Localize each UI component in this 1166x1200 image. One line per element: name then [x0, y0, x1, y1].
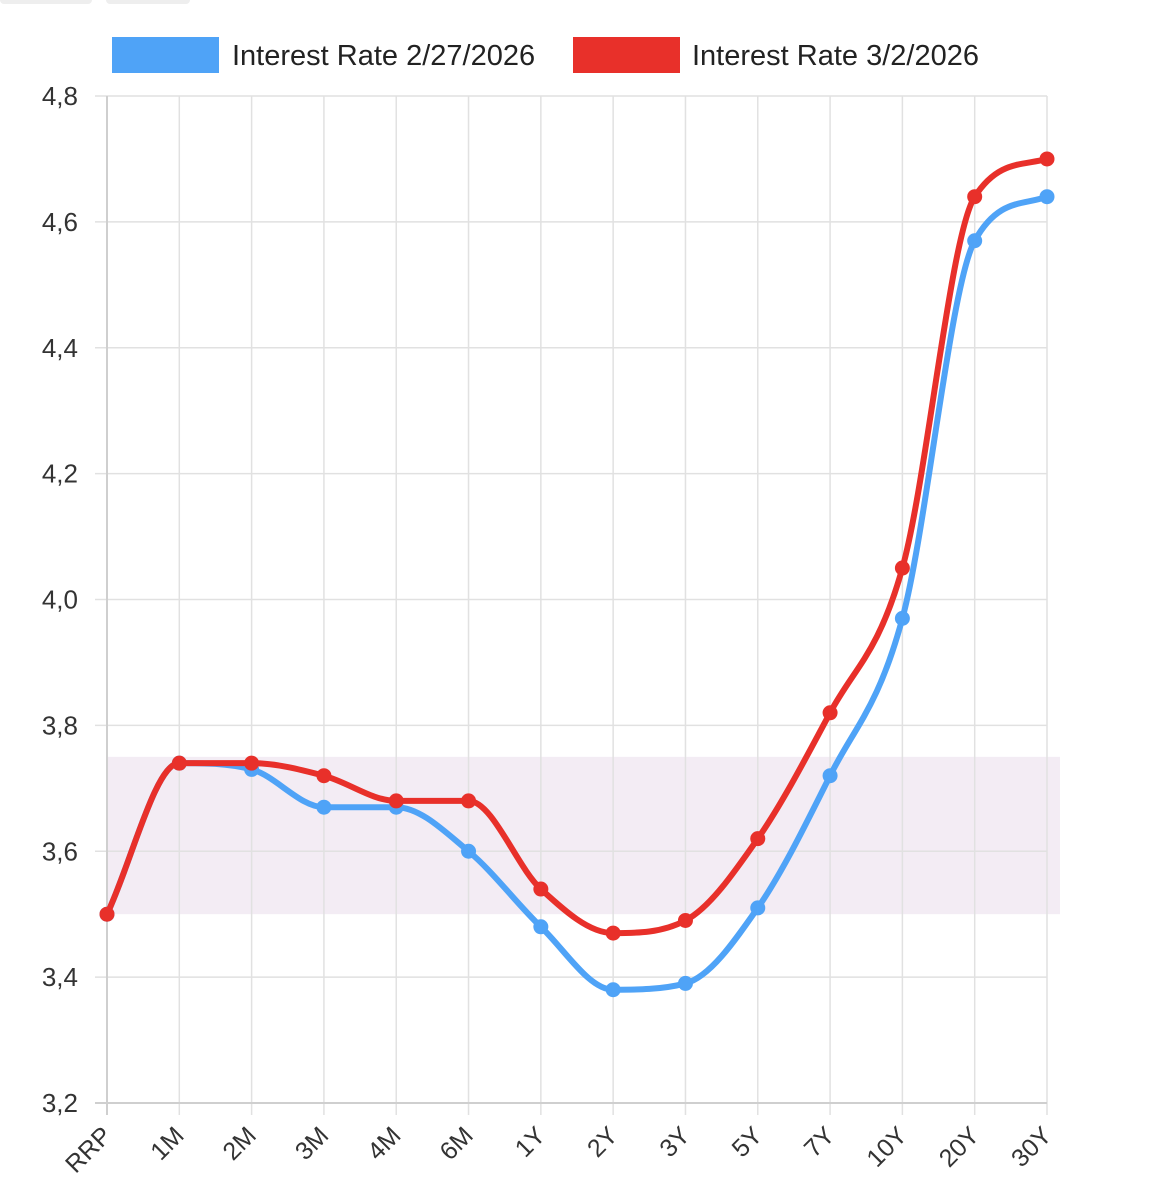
series-2-point-10y — [894, 560, 910, 576]
y-tick-label-2: 3,6 — [42, 836, 78, 866]
series-layer — [99, 151, 1055, 998]
highlight-band — [107, 756, 1060, 915]
legend-item-series-1[interactable]: Interest Rate 2/27/2026 — [112, 37, 535, 73]
x-tick-label-1m: 1M — [145, 1121, 189, 1165]
series-2-point-30y — [1039, 151, 1055, 167]
y-tick-label-5: 4,2 — [42, 459, 78, 489]
series-1-point-10y — [894, 610, 910, 626]
series-2-point-5y — [750, 831, 766, 847]
series-1-point-3m — [316, 799, 332, 815]
series-2-point-6m — [461, 793, 477, 809]
top-tab-right[interactable] — [106, 0, 190, 4]
series-2-point-rrp — [99, 906, 115, 922]
series-1-point-2y — [605, 982, 621, 998]
x-tick-label-1y: 1Y — [510, 1121, 552, 1163]
axis-layer: 3,2 3,4 3,6 3,8 4,0 4,2 4,4 4,6 4,8 RRP 1M 2M 3M 4M 6M… — [42, 81, 1058, 1179]
series-2-point-20y — [967, 189, 983, 205]
series-2-point-3y — [677, 912, 693, 928]
series-2-point-2m — [244, 755, 260, 771]
x-tick-label-6m: 6M — [434, 1121, 478, 1165]
x-tick-label-4m: 4M — [362, 1121, 406, 1165]
series-2-point-7y — [822, 705, 838, 721]
x-tick-label-5y: 5Y — [727, 1121, 769, 1163]
top-tab-left[interactable] — [0, 0, 92, 4]
x-tick-label-10y: 10Y — [861, 1121, 912, 1172]
x-tick-label-20y: 20Y — [934, 1121, 985, 1172]
series-2-point-2y — [605, 925, 621, 941]
x-tick-label-7y: 7Y — [799, 1121, 841, 1163]
x-tick-label-rrp: RRP — [60, 1121, 117, 1178]
y-tick-label-8: 4,8 — [42, 81, 78, 111]
series-1-point-7y — [822, 768, 838, 784]
x-tick-label-30y: 30Y — [1006, 1121, 1057, 1172]
x-tick-label-2m: 2M — [217, 1121, 261, 1165]
series-2-point-4m — [388, 793, 404, 809]
series-2-point-1y — [533, 881, 549, 897]
legend-label-series-2: Interest Rate 3/2/2026 — [692, 40, 979, 72]
x-tick-label-3m: 3M — [290, 1121, 334, 1165]
y-tick-label-3: 3,8 — [42, 710, 78, 740]
legend[interactable]: Interest Rate 2/27/2026 Interest Rate 3/… — [112, 37, 979, 73]
series-1-point-20y — [967, 233, 983, 249]
series-1-point-3y — [677, 975, 693, 991]
x-tick-label-2y: 2Y — [582, 1121, 624, 1163]
legend-swatch-series-2 — [573, 37, 680, 73]
legend-item-series-2[interactable]: Interest Rate 3/2/2026 — [573, 37, 979, 73]
y-tick-label-4: 4,0 — [42, 585, 78, 615]
y-tick-label-1: 3,4 — [42, 962, 78, 992]
series-2-point-1m — [171, 755, 187, 771]
legend-swatch-series-1 — [112, 37, 219, 73]
series-1-point-6m — [461, 843, 477, 859]
series-2 — [99, 151, 1055, 941]
series-1-point-5y — [750, 900, 766, 916]
legend-label-series-1: Interest Rate 2/27/2026 — [232, 40, 535, 72]
y-tick-label-0: 3,2 — [42, 1088, 78, 1118]
series-2-point-3m — [316, 768, 332, 784]
band-layer — [107, 756, 1060, 915]
series-1-point-1y — [533, 919, 549, 935]
x-tick-label-3y: 3Y — [654, 1121, 696, 1163]
series-1-point-30y — [1039, 189, 1055, 205]
y-tick-label-7: 4,6 — [42, 207, 78, 237]
y-tick-label-6: 4,4 — [42, 333, 78, 363]
